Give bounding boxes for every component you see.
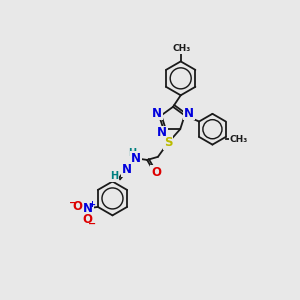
Text: H: H xyxy=(110,171,118,181)
Text: +: + xyxy=(88,200,95,209)
Text: S: S xyxy=(164,136,172,149)
Text: O: O xyxy=(72,200,82,213)
Text: N: N xyxy=(131,152,141,165)
Text: H: H xyxy=(128,148,136,158)
Text: O: O xyxy=(83,214,93,226)
Text: N: N xyxy=(152,106,162,119)
Text: N: N xyxy=(157,127,167,140)
Text: O: O xyxy=(152,166,161,179)
Text: −: − xyxy=(88,219,96,229)
Text: N: N xyxy=(184,106,194,119)
Text: CH₃: CH₃ xyxy=(172,44,190,53)
Text: N: N xyxy=(122,163,132,176)
Text: CH₃: CH₃ xyxy=(230,135,248,144)
Text: −: − xyxy=(69,198,77,208)
Text: N: N xyxy=(83,202,93,215)
